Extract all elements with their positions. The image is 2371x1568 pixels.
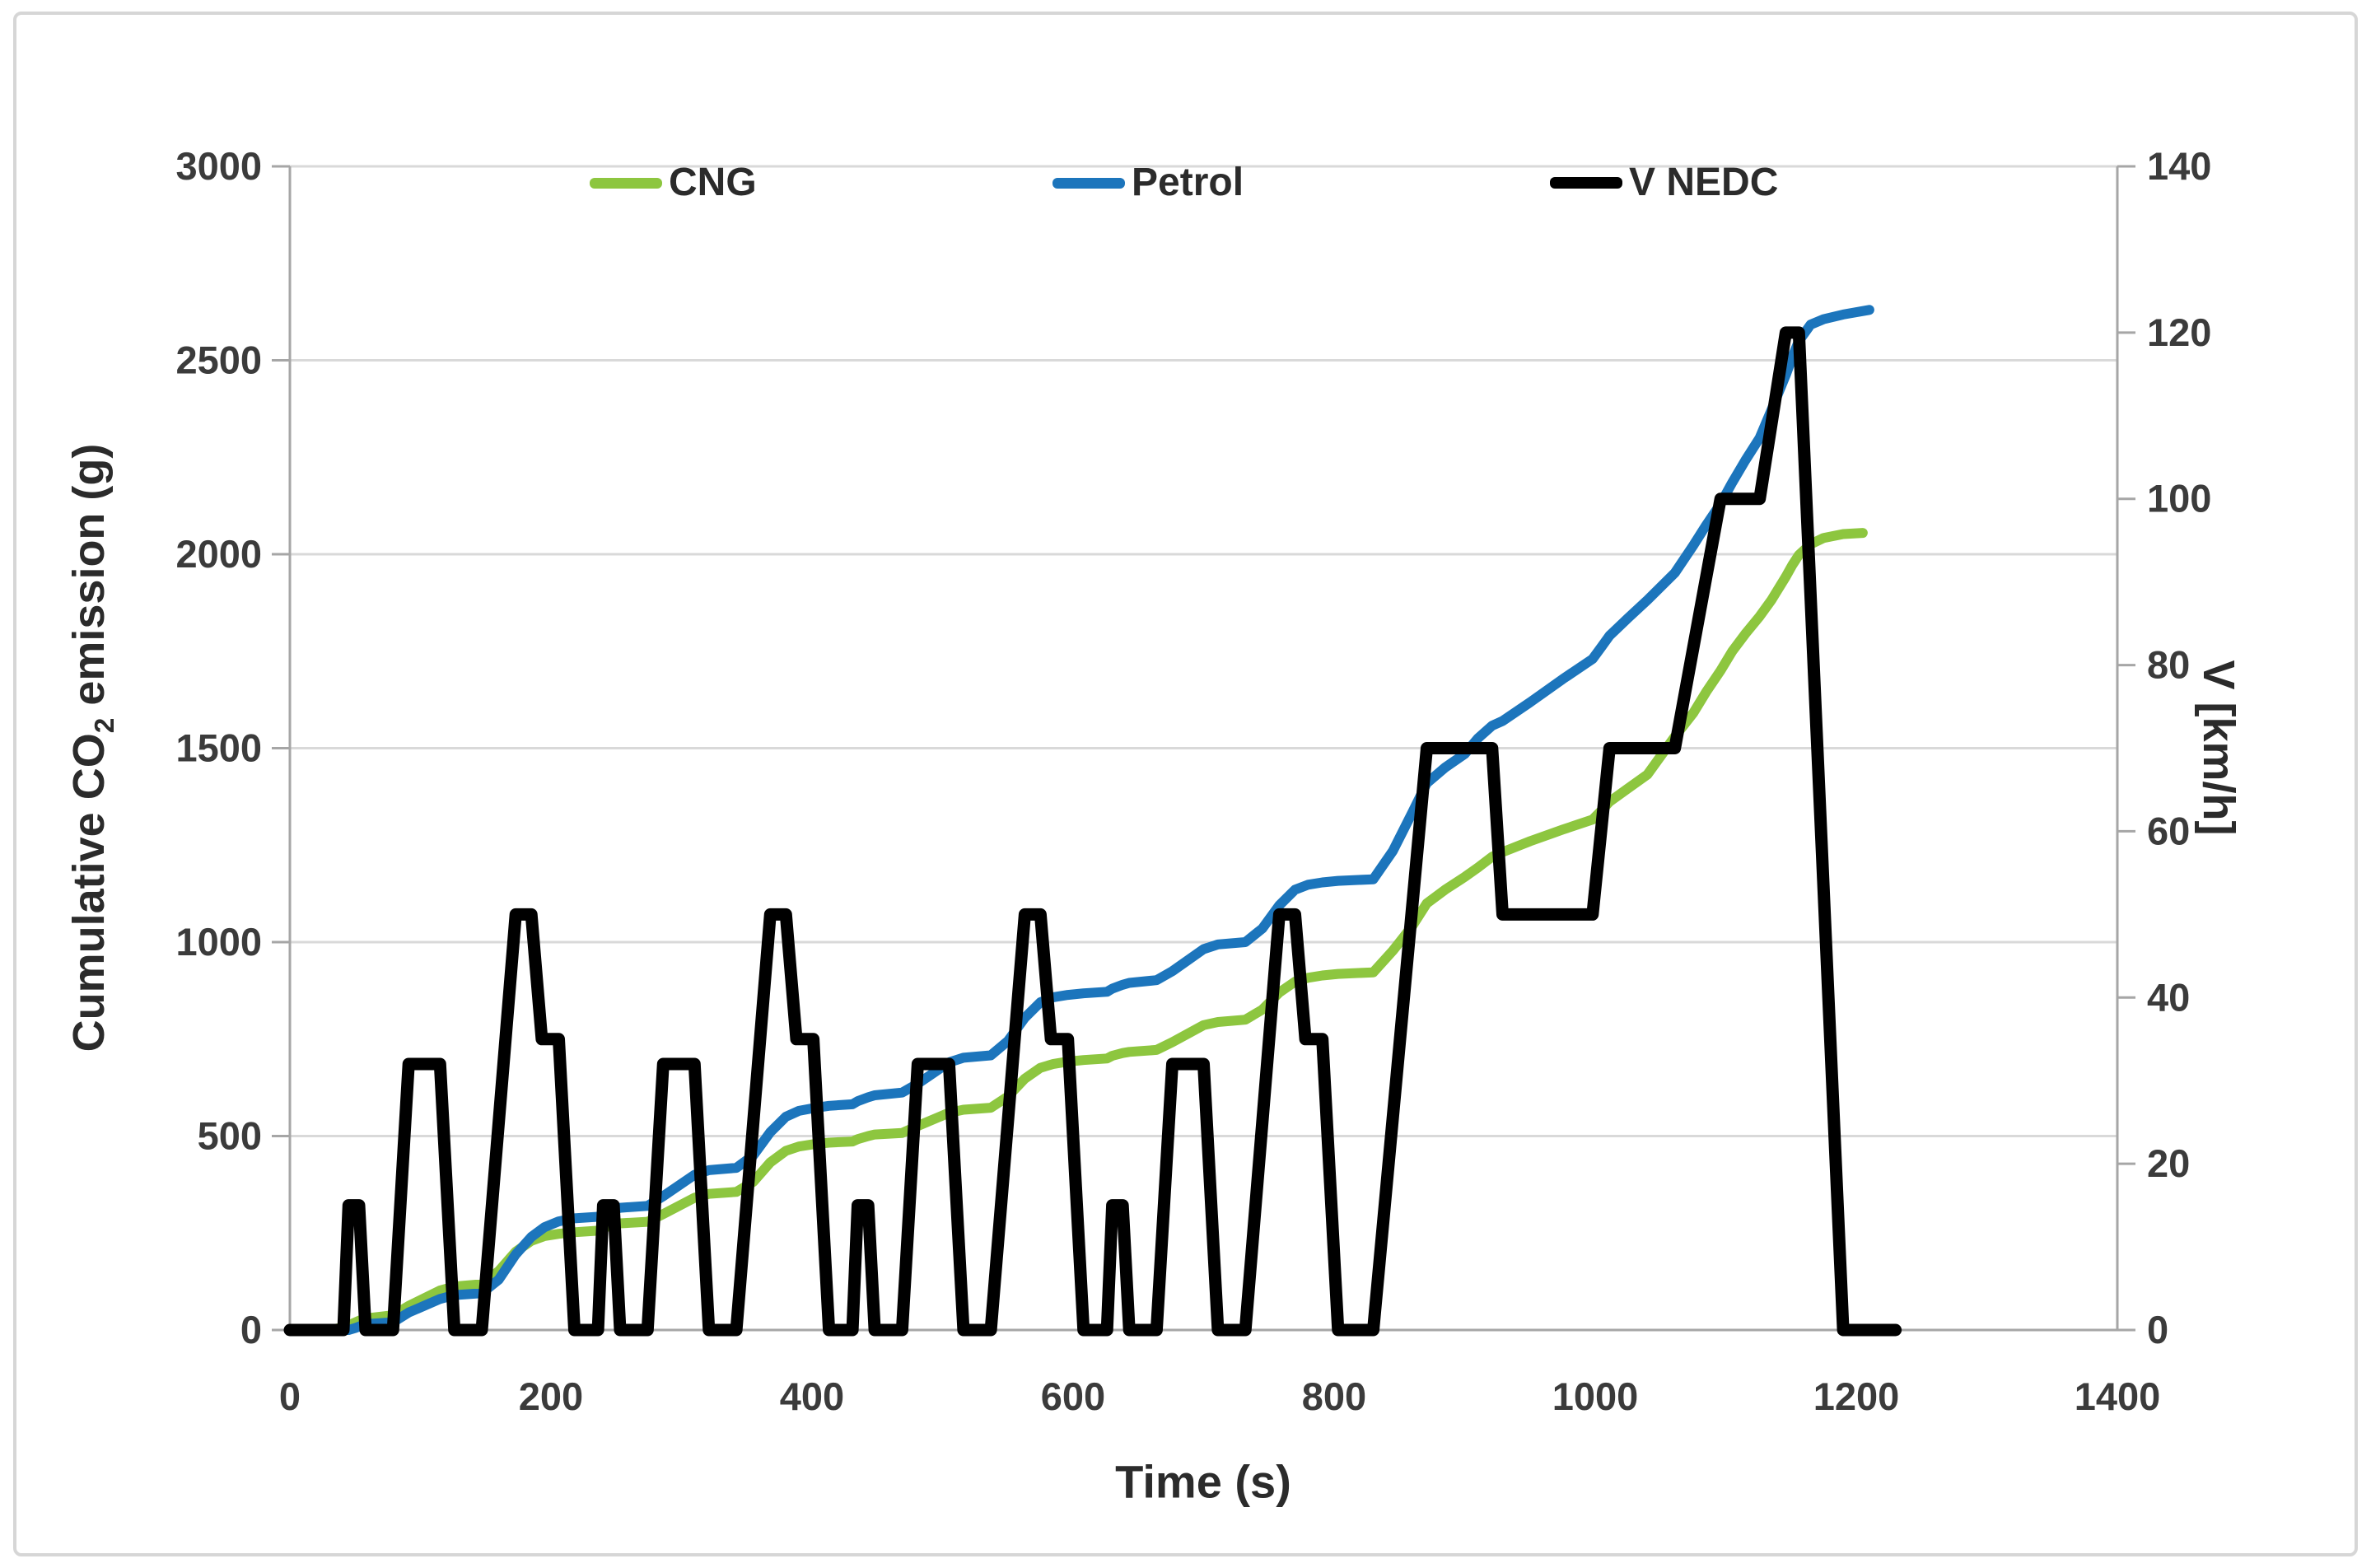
legend-item-petrol: Petrol xyxy=(1052,161,1244,204)
x-tick-label: 400 xyxy=(780,1374,844,1418)
y-left-tick-label: 2500 xyxy=(175,338,262,382)
petrol-line-swatch-icon xyxy=(1052,177,1125,189)
x-tick-label: 1200 xyxy=(1813,1374,1900,1418)
y-axis-left-title-prefix: Cumulative CO xyxy=(64,733,114,1052)
x-tick-label: 1000 xyxy=(1552,1374,1639,1418)
y-left-tick-label: 500 xyxy=(198,1114,262,1158)
cng-line-swatch-icon xyxy=(590,177,662,189)
legend-item-v-nedc: V NEDC xyxy=(1550,161,1778,204)
y-axis-left-title-suffix: emission (g) xyxy=(64,443,114,718)
chart-frame xyxy=(13,12,2358,1556)
y-axis-right-title: V [km/h] xyxy=(2194,660,2243,836)
y-left-tick-label: 3000 xyxy=(175,144,262,188)
x-axis-title: Time (s) xyxy=(1115,1455,1291,1508)
legend-label: V NEDC xyxy=(1629,161,1779,204)
y-right-tick-label: 0 xyxy=(2147,1308,2168,1351)
v-nedc-line-swatch-icon xyxy=(1550,177,1622,189)
x-tick-label: 1400 xyxy=(2075,1374,2161,1418)
y-right-tick-label: 60 xyxy=(2147,809,2190,852)
legend-label: CNG xyxy=(669,161,757,204)
y-left-tick-label: 1500 xyxy=(175,726,262,770)
x-tick-label: 200 xyxy=(519,1374,583,1418)
y-axis-left-title-subscript: 2 xyxy=(89,717,120,734)
legend-label: Petrol xyxy=(1132,161,1244,204)
legend-item-cng: CNG xyxy=(590,161,757,204)
y-right-tick-label: 40 xyxy=(2147,975,2190,1019)
x-tick-label: 0 xyxy=(279,1374,301,1418)
y-right-tick-label: 140 xyxy=(2147,144,2211,188)
y-axis-left-title: Cumulative CO2 emission (g) xyxy=(63,444,121,1052)
x-tick-label: 600 xyxy=(1041,1374,1105,1418)
y-left-tick-label: 0 xyxy=(240,1308,262,1351)
x-tick-label: 800 xyxy=(1302,1374,1366,1418)
y-right-tick-label: 80 xyxy=(2147,643,2190,687)
y-right-tick-label: 20 xyxy=(2147,1141,2190,1185)
y-left-tick-label: 1000 xyxy=(175,920,262,964)
series-line-v-nedc xyxy=(283,326,1902,1337)
y-left-tick-label: 2000 xyxy=(175,532,262,576)
y-right-tick-label: 100 xyxy=(2147,477,2211,520)
y-right-tick-label: 120 xyxy=(2147,310,2211,354)
